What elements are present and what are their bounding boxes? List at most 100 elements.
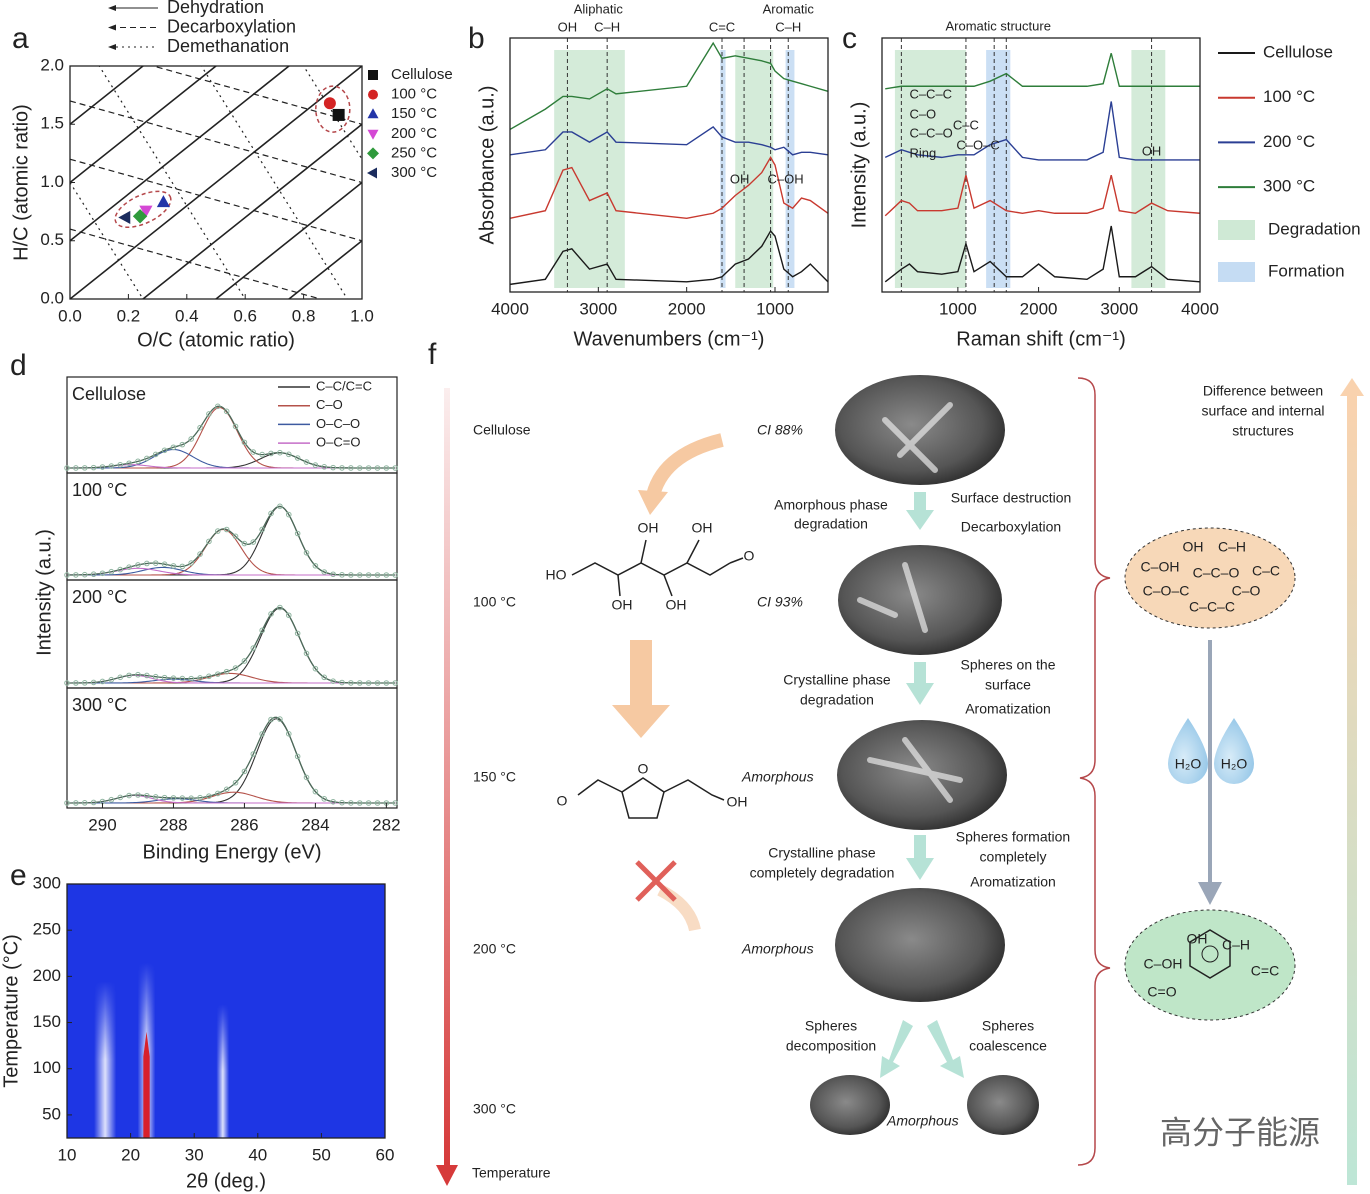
annotation: Aliphatic xyxy=(574,1,624,16)
measured-point xyxy=(73,680,79,686)
atom-label: OH xyxy=(612,597,633,613)
cross xyxy=(635,860,677,902)
measured-point xyxy=(170,563,177,569)
measured-point xyxy=(223,786,230,793)
fit-component xyxy=(67,528,396,576)
measured-point xyxy=(170,675,177,682)
subplot-label: Cellulose xyxy=(72,384,146,404)
surface-change: Decarboxylation xyxy=(961,519,1061,535)
measured-point xyxy=(250,539,257,545)
measured-point xyxy=(277,716,283,722)
measured-point xyxy=(223,526,230,533)
spectrum xyxy=(885,53,1200,90)
x-tick-label: 0.0 xyxy=(58,306,82,325)
morphology: CI 93% xyxy=(757,594,803,610)
measured-point xyxy=(285,731,292,737)
measured-point xyxy=(339,572,345,578)
x-tick-label: 20 xyxy=(121,1145,140,1164)
x-tick-label: 1.0 xyxy=(350,306,374,325)
hmf xyxy=(577,777,725,819)
measured-point xyxy=(330,798,336,805)
measured-point xyxy=(303,459,310,465)
point xyxy=(156,195,171,208)
measured-point xyxy=(152,451,159,458)
measured-point xyxy=(330,678,336,684)
measured-point xyxy=(135,562,141,568)
legend-swatch xyxy=(1218,262,1255,282)
subplot-label: 100 °C xyxy=(72,480,127,500)
difference-title: Difference between xyxy=(1203,383,1323,399)
measured-point xyxy=(108,568,115,575)
y-tick-label: 1.0 xyxy=(40,172,64,191)
measured-point xyxy=(365,800,372,806)
measured-point xyxy=(90,571,97,578)
water-drop xyxy=(1168,718,1208,784)
measured-point xyxy=(215,671,221,677)
atom-label: O xyxy=(638,761,649,777)
measured-point xyxy=(215,403,221,410)
measured-point xyxy=(197,424,203,431)
x-axis-label: Wavenumbers (cm⁻¹) xyxy=(574,328,765,350)
group: C–O–C xyxy=(1143,583,1190,599)
plot-frame xyxy=(881,37,1201,293)
legend-marker xyxy=(368,89,378,100)
reference-line xyxy=(70,66,218,184)
measured-point xyxy=(241,768,248,775)
surface-change: completely xyxy=(980,849,1047,865)
atom-label: OH xyxy=(638,520,659,536)
legend-label: Decarboxylation xyxy=(167,16,296,36)
measured-point xyxy=(339,465,345,471)
point xyxy=(332,108,345,121)
measured-point xyxy=(285,451,292,458)
surface-change: surface xyxy=(985,677,1031,693)
measured-point xyxy=(188,795,194,801)
legend-label: Cellulose xyxy=(391,66,453,83)
stage-label: 200 °C xyxy=(473,941,516,957)
y-tick-label: 300 xyxy=(33,873,61,892)
spectrum xyxy=(884,225,1201,283)
measured-point xyxy=(294,455,301,461)
x-tick-label: 286 xyxy=(230,815,258,834)
measured-point xyxy=(241,439,248,446)
measured-point xyxy=(285,511,292,518)
surface-change: coalescence xyxy=(969,1038,1047,1054)
group: OH xyxy=(1183,539,1204,555)
measured-point xyxy=(365,465,372,471)
measured-point xyxy=(303,549,310,556)
x-tick-label: 3000 xyxy=(579,299,617,318)
legend-marker xyxy=(368,70,378,80)
x-tick-label: 0.8 xyxy=(292,306,316,325)
flow-arrow xyxy=(630,640,652,710)
measured-point xyxy=(241,658,248,664)
x-axis-label: 2θ (deg.) xyxy=(186,1170,266,1192)
annotation: C–O–C xyxy=(956,137,999,152)
measured-point xyxy=(285,612,292,619)
measured-point xyxy=(356,680,363,686)
measured-point xyxy=(339,679,345,686)
region xyxy=(1131,50,1166,288)
group: C–OH xyxy=(1141,559,1180,575)
annotation: C–H xyxy=(594,19,620,34)
reference-line xyxy=(141,123,362,299)
annotation: Aromatic xyxy=(763,1,815,16)
sem-image xyxy=(838,545,1002,655)
point xyxy=(139,205,153,218)
point xyxy=(118,210,131,225)
measured-point xyxy=(223,408,230,415)
annotation: C–H xyxy=(775,19,801,34)
y-tick-label: 100 xyxy=(33,1058,61,1077)
legend-label: C–C/C=C xyxy=(316,378,372,393)
measured-point xyxy=(312,562,319,569)
legend-label: 250 °C xyxy=(391,144,437,161)
group: C–C xyxy=(1252,563,1280,579)
sem-image xyxy=(835,375,1005,485)
plot-frame xyxy=(509,37,829,293)
fit-envelope xyxy=(66,716,396,804)
measured-point xyxy=(188,675,194,682)
measured-point xyxy=(294,630,301,637)
x-tick-label: 284 xyxy=(301,815,329,834)
legend-arrow xyxy=(108,44,116,50)
measured-point xyxy=(179,563,186,570)
reference-line xyxy=(70,66,362,299)
